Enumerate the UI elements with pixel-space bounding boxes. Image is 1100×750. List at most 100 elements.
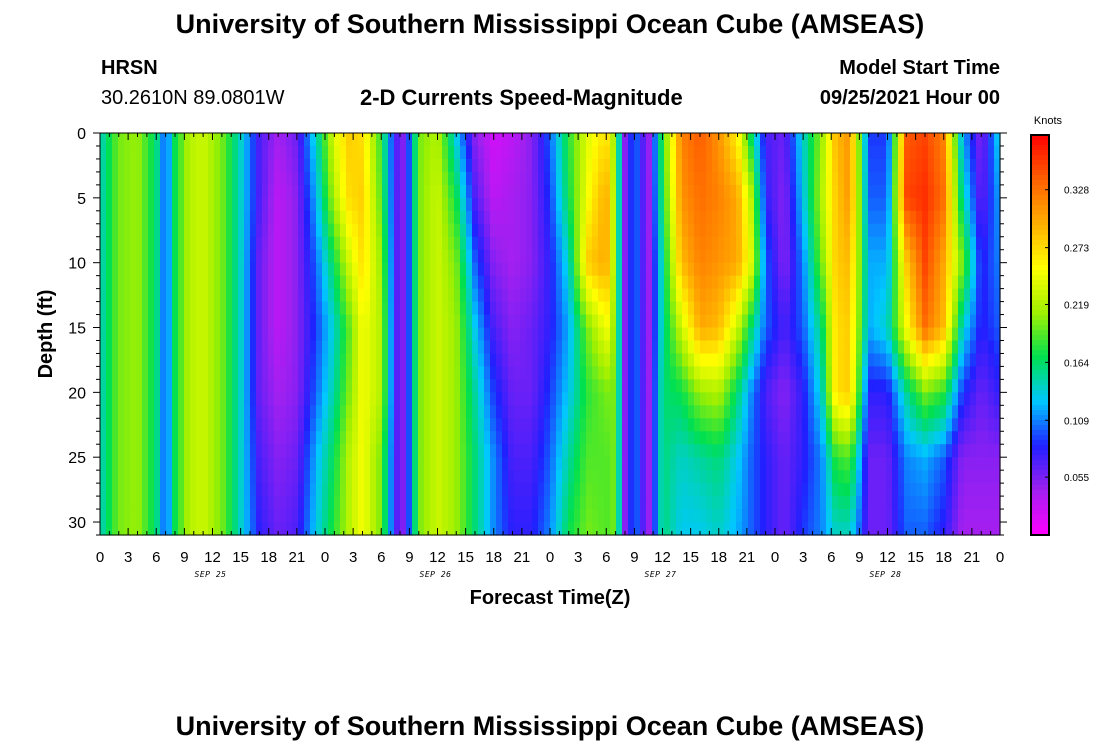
heatmap-cell	[352, 470, 359, 484]
heatmap-cell	[892, 262, 899, 277]
heatmap-cell	[424, 223, 431, 238]
heatmap-cell	[460, 145, 467, 160]
heatmap-cell	[808, 145, 815, 160]
heatmap-cell	[394, 379, 401, 393]
heatmap-cell	[262, 418, 269, 432]
heatmap-cell	[616, 223, 623, 238]
heatmap-cell	[496, 262, 503, 277]
heatmap-cell	[304, 327, 311, 342]
heatmap-cell	[124, 249, 131, 264]
heatmap-cell	[430, 444, 437, 458]
heatmap-cell	[718, 184, 725, 199]
heatmap-cell	[592, 379, 599, 393]
heatmap-cell	[220, 327, 227, 342]
heatmap-cell	[112, 275, 119, 290]
heatmap-cell	[640, 509, 647, 523]
heatmap-cell	[658, 288, 665, 303]
heatmap-cell	[808, 249, 815, 264]
heatmap-cell	[622, 457, 629, 471]
heatmap-cell	[748, 444, 755, 458]
heatmap-cell	[238, 197, 245, 212]
heatmap-cell	[574, 522, 581, 536]
heatmap-cell	[334, 522, 341, 536]
heatmap-cell	[526, 133, 533, 147]
heatmap-cell	[874, 301, 881, 316]
heatmap-cell	[514, 522, 521, 536]
heatmap-cell	[964, 509, 971, 523]
heatmap-cell	[616, 379, 623, 393]
heatmap-cell	[568, 522, 575, 536]
heatmap-cell	[892, 288, 899, 303]
heatmap-cell	[472, 483, 479, 497]
heatmap-cell	[574, 379, 581, 393]
heatmap-cell	[274, 457, 281, 471]
heatmap-cell	[886, 392, 893, 406]
heatmap-cell	[928, 431, 935, 445]
heatmap-cell	[892, 483, 899, 497]
heatmap-cell	[868, 197, 875, 212]
heatmap-cell	[472, 249, 479, 264]
heatmap-cell	[916, 236, 923, 251]
heatmap-cell	[250, 210, 257, 225]
heatmap-cell	[340, 327, 347, 342]
heatmap-cell	[442, 262, 449, 277]
heatmap-cell	[448, 327, 455, 342]
heatmap-cell	[790, 340, 797, 355]
heatmap-cell	[694, 133, 701, 147]
heatmap-cell	[640, 171, 647, 186]
heatmap-cell	[400, 158, 407, 173]
heatmap-cell	[940, 249, 947, 264]
heatmap-cell	[904, 522, 911, 536]
heatmap-cell	[418, 496, 425, 510]
heatmap-cell	[310, 457, 317, 471]
heatmap-cell	[400, 314, 407, 329]
heatmap-cell	[910, 431, 917, 445]
heatmap-cell	[904, 483, 911, 497]
heatmap-cell	[874, 366, 881, 380]
heatmap-cell	[148, 496, 155, 510]
heatmap-cell	[670, 184, 677, 199]
heatmap-cell	[190, 314, 197, 329]
heatmap-cell	[676, 457, 683, 471]
heatmap-cell	[586, 314, 593, 329]
heatmap-cell	[352, 379, 359, 393]
heatmap-cell	[862, 418, 869, 432]
heatmap-cell	[148, 340, 155, 355]
heatmap-cell	[676, 133, 683, 147]
heatmap-cell	[106, 483, 113, 497]
colorbar-segment	[1031, 285, 1049, 291]
heatmap-cell	[262, 184, 269, 199]
heatmap-cell	[190, 288, 197, 303]
heatmap-cell	[184, 249, 191, 264]
heatmap-cell	[394, 288, 401, 303]
heatmap-cell	[598, 509, 605, 523]
heatmap-cell	[142, 301, 149, 316]
heatmap-cell	[256, 379, 263, 393]
heatmap-cell	[346, 366, 353, 380]
heatmap-cell	[826, 145, 833, 160]
heatmap-cell	[670, 366, 677, 380]
heatmap-cell	[904, 262, 911, 277]
heatmap-cell	[610, 418, 617, 432]
heatmap-cell	[466, 470, 473, 484]
heatmap-cell	[502, 262, 509, 277]
heatmap-cell	[850, 340, 857, 355]
heatmap-cell	[658, 133, 665, 147]
heatmap-cell	[586, 431, 593, 445]
heatmap-cell	[868, 236, 875, 251]
heatmap-cell	[994, 314, 1001, 329]
heatmap-cell	[448, 353, 455, 368]
heatmap-cell	[592, 457, 599, 471]
heatmap-cell	[280, 275, 287, 290]
heatmap-cell	[562, 405, 569, 419]
model-start-label: Model Start Time	[839, 57, 1000, 79]
heatmap-cell	[622, 431, 629, 445]
heatmap-cell	[484, 314, 491, 329]
heatmap-cell	[520, 262, 527, 277]
heatmap-cell	[766, 392, 773, 406]
heatmap-cell	[718, 470, 725, 484]
heatmap-cell	[682, 249, 689, 264]
heatmap-cell	[724, 275, 731, 290]
heatmap-cell	[796, 340, 803, 355]
heatmap-cell	[316, 210, 323, 225]
